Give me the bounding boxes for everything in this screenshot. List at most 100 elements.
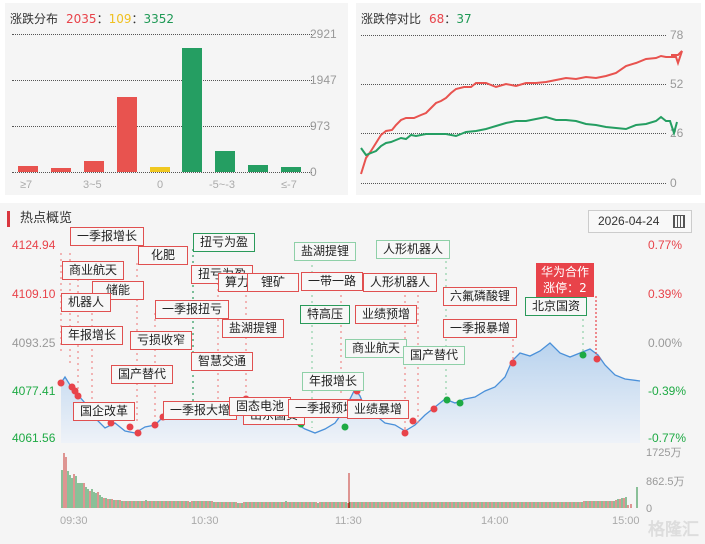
hot-tag[interactable]: 化肥: [138, 246, 188, 265]
hot-tag[interactable]: 一带一路: [301, 272, 364, 291]
hot-tag[interactable]: 北京国资: [525, 297, 588, 316]
bar-up-7[interactable]: [18, 166, 38, 172]
x-label: 3~5: [83, 179, 102, 191]
x-label: 0: [157, 179, 164, 191]
hot-tag[interactable]: 一季报扭亏: [155, 300, 230, 319]
gridline: [12, 34, 312, 35]
hot-tag[interactable]: 智慧交通: [191, 352, 254, 371]
x-time: 15:00: [612, 515, 640, 527]
sep: ：: [444, 12, 457, 26]
gridline: [361, 35, 666, 36]
y-right-tick: -0.77%: [648, 431, 687, 445]
bar-up-3-5[interactable]: [84, 161, 104, 172]
limit-compare-panel: 涨跌停对比 68：37 78 52 26 0: [356, 3, 701, 195]
hot-tag[interactable]: 特高压: [300, 305, 351, 324]
limit-title: 涨跌停对比 68：37: [361, 10, 472, 27]
gridline: [361, 133, 666, 134]
limit-lines: [360, 50, 683, 175]
bar-up-0-3[interactable]: [117, 97, 137, 172]
hot-tag[interactable]: 亏损收窄: [130, 331, 193, 350]
x-label: -5~-3: [209, 179, 235, 191]
gridline: [12, 80, 312, 81]
y-left-tick: 4077.41: [12, 384, 56, 398]
up-count: 2035: [66, 12, 97, 26]
hot-tag[interactable]: 机器人: [61, 293, 112, 312]
date-value: 2026-04-24: [598, 214, 660, 228]
hot-title: 热点概览: [7, 211, 72, 227]
flat-count: 109: [108, 12, 132, 26]
hot-tag[interactable]: 一季报预增: [288, 399, 363, 418]
highlight-title: 华为合作: [540, 265, 589, 279]
highlight-tag[interactable]: 华为合作 涨停：2: [536, 263, 594, 297]
x-label: ≤-7: [281, 179, 297, 191]
bar-flat[interactable]: [150, 167, 170, 172]
hot-tag[interactable]: 盐湖提锂: [222, 319, 285, 338]
distribution-title: 涨跌分布 2035：109：3352: [10, 10, 174, 27]
hot-tag[interactable]: 算力: [218, 273, 252, 292]
sep: ：: [131, 12, 144, 26]
vol-tick: 0: [646, 503, 653, 515]
hot-overview-panel: 热点概览 2026-04-24 4124.94 4109.10 4093.25 …: [0, 203, 705, 544]
volume-bars[interactable]: [0, 443, 705, 513]
y-left-tick: 4093.25: [12, 336, 56, 350]
y-tick: 1947: [310, 73, 337, 87]
x-time: 14:00: [481, 515, 509, 527]
limit-title-text: 涨跌停对比: [361, 12, 422, 26]
watermark-logo: 格隆汇: [648, 520, 699, 540]
hot-tag[interactable]: 业绩预增: [355, 305, 418, 324]
vol-tick: 862.5万: [646, 476, 685, 488]
hot-tag[interactable]: 扭亏为盈: [193, 233, 256, 252]
hot-tag[interactable]: 国产替代: [111, 365, 174, 384]
distribution-panel: 涨跌分布 2035：109：3352 2921 1947 973 0 ≥7 3~5…: [5, 3, 348, 195]
y-right-tick: 0.00%: [648, 336, 683, 350]
hot-tag[interactable]: 一季报大增: [163, 401, 238, 420]
gridline: [12, 126, 312, 127]
hot-tag[interactable]: 年报增长: [61, 326, 124, 345]
x-time: 11:30: [335, 515, 362, 527]
bar-down-0-3[interactable]: [182, 48, 202, 172]
highlight-count: 涨停：2: [543, 281, 587, 295]
hot-tag[interactable]: 商业航天: [62, 261, 125, 280]
hot-tag[interactable]: 人形机器人: [363, 273, 438, 292]
vol-tick: 1725万: [646, 447, 682, 459]
y-tick: 78: [670, 28, 684, 42]
hot-tag[interactable]: 国产替代: [403, 346, 466, 365]
hot-tag[interactable]: 商业航天: [345, 339, 408, 358]
y-tick: 0: [670, 176, 677, 190]
sep: ：: [96, 12, 109, 26]
hot-tag[interactable]: 业绩暴增: [347, 400, 410, 419]
distribution-title-text: 涨跌分布: [10, 12, 59, 26]
date-picker[interactable]: 2026-04-24: [588, 210, 692, 233]
y-tick: 52: [670, 77, 684, 91]
bar-down-5-7[interactable]: [248, 165, 268, 172]
y-tick: 973: [310, 119, 331, 133]
limit-up-count: 68: [429, 12, 445, 26]
hot-tag[interactable]: 一季报暴增: [443, 319, 518, 338]
x-time: 10:30: [191, 515, 219, 527]
down-count: 3352: [143, 12, 175, 26]
hot-tag[interactable]: 年报增长: [302, 372, 365, 391]
x-label: ≥7: [20, 179, 33, 191]
hot-tag[interactable]: 六氟磷酸锂: [443, 287, 518, 306]
hot-tag[interactable]: 锂矿: [247, 273, 299, 292]
y-tick: 2921: [310, 27, 337, 41]
y-left-tick: 4124.94: [12, 238, 56, 252]
hot-tag[interactable]: 国企改革: [73, 402, 136, 421]
y-right-tick: -0.39%: [648, 384, 687, 398]
calendar-icon[interactable]: [673, 215, 685, 228]
hot-tag[interactable]: 盐湖提锂: [294, 242, 357, 261]
gridline: [12, 172, 312, 173]
hot-tag[interactable]: 人形机器人: [376, 240, 451, 259]
y-right-tick: 0.39%: [648, 287, 683, 301]
y-tick: 0: [310, 165, 317, 179]
hot-tag[interactable]: 一季报增长: [70, 227, 145, 246]
hot-tag[interactable]: 固态电池: [229, 397, 292, 416]
gridline: [361, 183, 666, 184]
bar-down-7[interactable]: [281, 167, 301, 172]
y-right-tick: 0.77%: [648, 238, 683, 252]
y-left-tick: 4061.56: [12, 431, 56, 445]
x-time: 09:30: [60, 515, 88, 527]
y-left-tick: 4109.10: [12, 287, 56, 301]
bar-up-5-7[interactable]: [51, 168, 71, 172]
bar-down-3-5[interactable]: [215, 151, 235, 172]
